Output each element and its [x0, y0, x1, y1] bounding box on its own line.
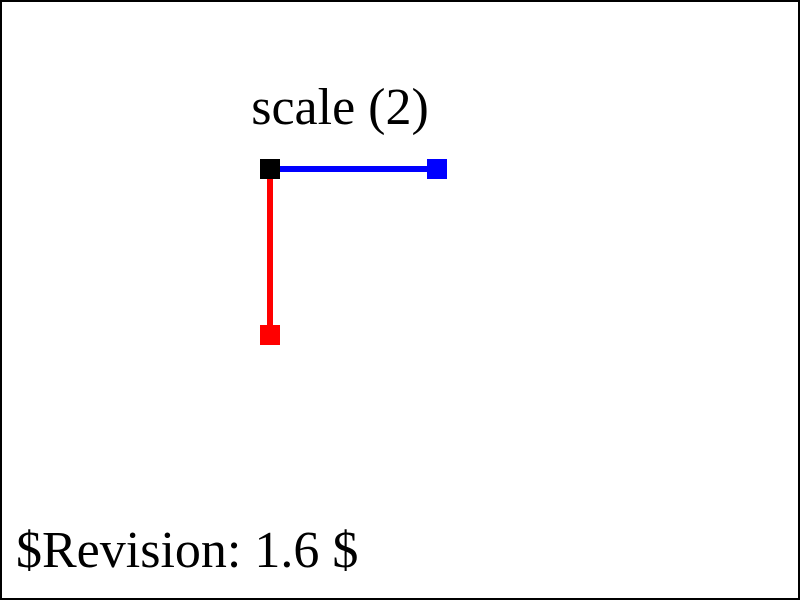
test-title: scale (2) [251, 79, 429, 136]
y-axis-end-marker [260, 325, 280, 345]
x-axis-end-marker [427, 159, 447, 179]
origin-marker [260, 159, 280, 179]
revision-label: $Revision: 1.6 $ [16, 522, 358, 579]
